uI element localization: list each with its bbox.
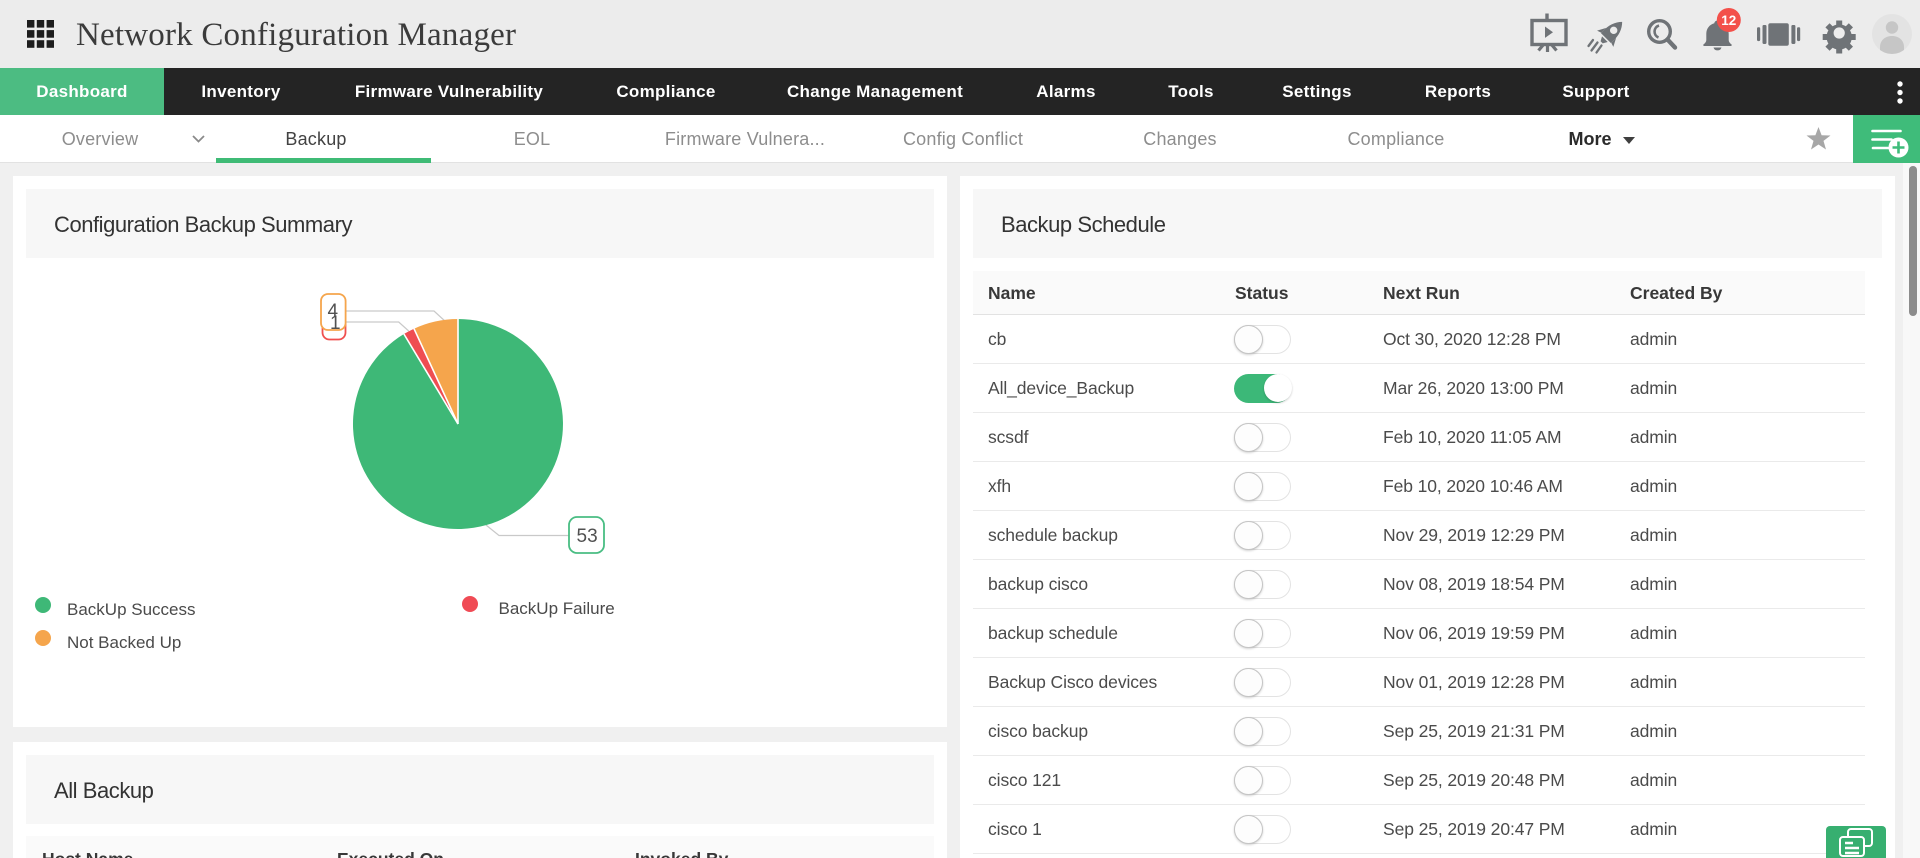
svg-text:1: 1 bbox=[330, 313, 341, 334]
svg-text:12: 12 bbox=[1721, 13, 1736, 28]
svg-text:53: 53 bbox=[577, 526, 598, 547]
svg-text:4: 4 bbox=[328, 301, 339, 322]
